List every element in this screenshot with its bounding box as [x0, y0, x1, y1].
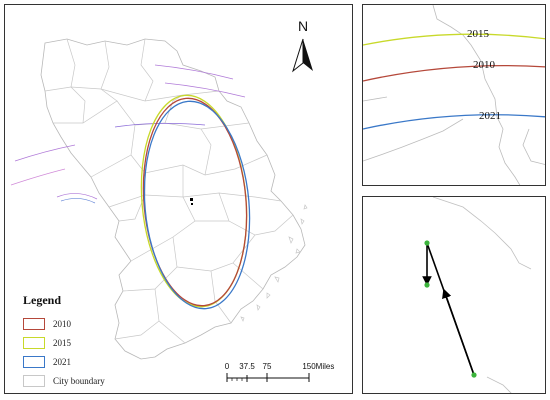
inset-top-label-2021: 2021 — [479, 110, 501, 122]
inset-top-boundaries — [363, 5, 545, 185]
trajectory-point-2010 — [424, 240, 430, 246]
scale-tick-0: 0 — [225, 362, 230, 371]
legend-label-2021: 2021 — [53, 356, 71, 367]
legend-swatch-2015 — [23, 336, 45, 349]
legend-label-city-boundary: City boundary — [53, 375, 105, 386]
legend-item-2010: 2010 — [23, 314, 133, 333]
inset-top-curve-2015 — [363, 33, 545, 46]
inset-bottom-boundaries — [432, 197, 532, 393]
ellipse-2021 — [143, 100, 251, 310]
inset-top-curve-2010 — [363, 64, 545, 82]
north-arrow-icon — [303, 39, 313, 71]
main-map-svg: N 0 37.5 75 150 Miles — [10, 18, 335, 382]
legend-label-2010: 2010 — [53, 318, 71, 329]
coastal-islands — [240, 204, 308, 322]
inset-bottom-svg — [422, 197, 532, 393]
north-arrow-label: N — [298, 18, 308, 34]
scale-tick-2: 75 — [263, 362, 272, 371]
legend-swatch-2021 — [23, 355, 45, 368]
scale-tick-3: 150 — [302, 362, 316, 371]
north-arrow: N — [292, 18, 313, 73]
ellipse-2010 — [142, 97, 248, 307]
trajectory — [422, 242, 475, 376]
province-outline — [40, 38, 306, 360]
inset-top-panel: 2015 2010 2021 — [362, 4, 546, 186]
scale-bar: 0 37.5 75 150 Miles — [225, 362, 335, 382]
legend-swatch-2010 — [23, 317, 45, 330]
legend-item-2021: 2021 — [23, 352, 133, 371]
inset-top-label-2010: 2010 — [473, 59, 496, 71]
inset-top-curve-2021 — [363, 114, 545, 130]
scale-tick-1: 37.5 — [239, 362, 255, 371]
legend-item-2015: 2015 — [23, 333, 133, 352]
scale-unit: Miles — [316, 362, 335, 371]
trajectory-point-2015 — [424, 282, 430, 288]
artifact-curves — [10, 64, 246, 204]
centroid-markers — [190, 198, 193, 205]
legend-title: Legend — [23, 293, 62, 307]
inset-bottom-panel — [362, 196, 546, 394]
legend: Legend 2010 2015 2021 City boundary — [23, 293, 133, 390]
inset-top-svg: 2015 2010 2021 — [363, 5, 545, 185]
legend-label-2015: 2015 — [53, 337, 71, 348]
legend-item-city-boundary: City boundary — [23, 371, 133, 390]
trajectory-point-2021 — [471, 372, 477, 378]
legend-swatch-city-boundary — [23, 374, 45, 387]
main-map-panel: N 0 37.5 75 150 Miles Legend 2010 — [4, 4, 353, 394]
inset-top-label-2015: 2015 — [467, 28, 490, 40]
